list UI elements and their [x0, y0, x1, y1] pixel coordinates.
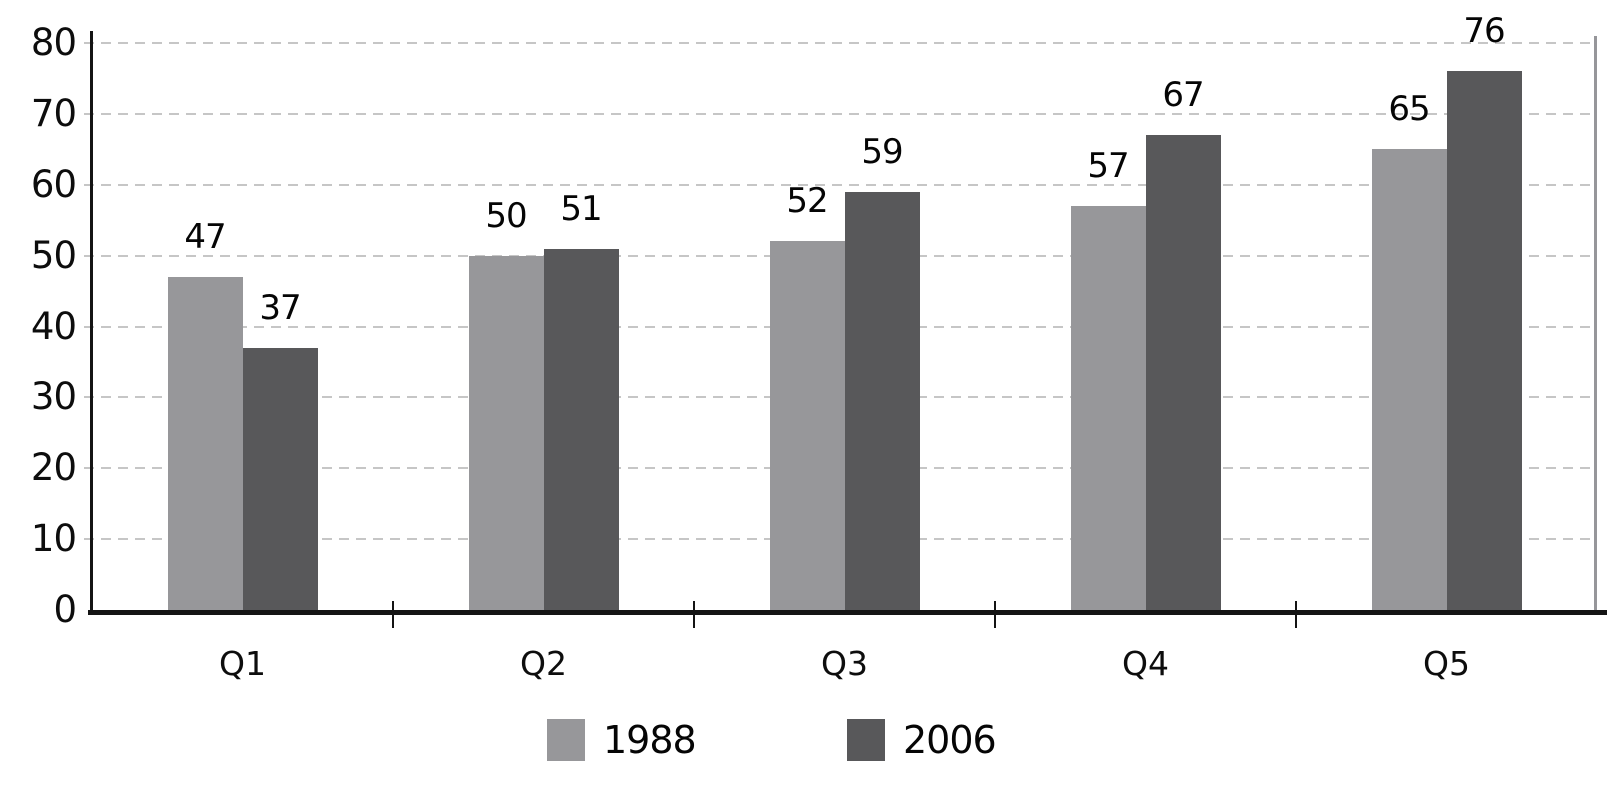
y-tick-label-50: 50 [30, 233, 77, 277]
bar-1988-Q2 [468, 255, 544, 610]
x-axis-tick-3 [994, 601, 996, 628]
data-label-1988-Q3: 52 [786, 181, 828, 222]
data-label-1988-Q1: 47 [184, 216, 226, 257]
x-axis-tick-2 [693, 601, 695, 628]
y-axis-line [90, 31, 93, 615]
y-tick-label-60: 60 [30, 162, 77, 206]
legend-swatch-2006 [847, 719, 885, 761]
plot-right-border [1594, 36, 1597, 612]
bar-1988-Q1 [167, 276, 243, 610]
x-category-label-Q3: Q3 [821, 644, 868, 683]
data-label-2006-Q4: 67 [1162, 75, 1204, 116]
data-label-2006-Q2: 51 [560, 188, 602, 229]
y-tick-label-40: 40 [30, 304, 77, 348]
legend-label-1988: 1988 [603, 718, 697, 762]
data-label-2006-Q3: 59 [861, 131, 903, 172]
gridline-70 [84, 112, 1596, 115]
bar-1988-Q5 [1371, 149, 1447, 610]
data-label-2006-Q5: 76 [1463, 11, 1505, 52]
x-axis-tick-4 [1295, 601, 1297, 628]
legend-label-2006: 2006 [903, 718, 997, 762]
bar-2006-Q3 [844, 191, 920, 610]
legend-item-1988: 1988 [547, 718, 697, 762]
bar-2006-Q5 [1446, 71, 1522, 610]
x-category-label-Q5: Q5 [1423, 644, 1470, 683]
data-label-1988-Q4: 57 [1087, 146, 1129, 186]
legend-item-2006: 2006 [847, 718, 997, 762]
data-label-1988-Q5: 65 [1388, 89, 1430, 130]
gridline-80 [84, 42, 1596, 44]
data-label-2006-Q1: 37 [259, 287, 301, 328]
y-tick-label-20: 20 [30, 446, 77, 490]
y-tick-label-0: 0 [53, 588, 77, 631]
y-tick-label-80: 80 [30, 21, 77, 64]
y-tick-label-70: 70 [30, 91, 77, 135]
gridline-60 [84, 183, 1596, 186]
legend-swatch-1988 [547, 719, 585, 761]
bar-2006-Q4 [1145, 135, 1221, 610]
x-axis-tick-1 [392, 601, 394, 628]
y-tick-label-30: 30 [30, 375, 77, 419]
bar-2006-Q1 [242, 347, 318, 610]
data-label-1988-Q2: 50 [485, 195, 527, 236]
y-tick-label-10: 10 [30, 517, 77, 561]
bar-1988-Q3 [769, 241, 845, 610]
x-category-label-Q2: Q2 [520, 644, 567, 683]
x-axis-line [88, 610, 1607, 615]
x-category-label-Q4: Q4 [1122, 644, 1169, 683]
x-category-label-Q1: Q1 [219, 644, 266, 683]
bar-1988-Q4 [1070, 206, 1146, 610]
bar-2006-Q2 [543, 248, 619, 610]
